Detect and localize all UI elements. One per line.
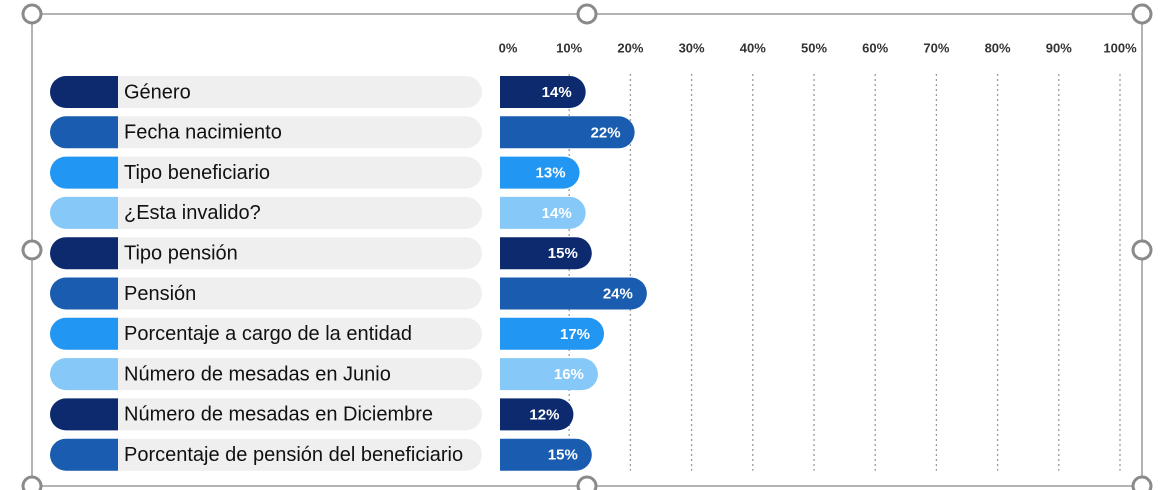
x-tick-label: 40% [740,40,766,55]
label-swatch [50,277,118,310]
handle[interactable] [21,239,43,261]
bar [500,277,647,310]
handle[interactable] [576,475,598,490]
label-swatch [50,156,118,189]
value-label: 22% [591,124,621,141]
label-pill [50,317,482,350]
x-tick-label: 30% [679,40,705,55]
label-swatch [50,317,118,350]
handle[interactable] [1131,239,1153,261]
label-swatch [50,196,118,229]
bar [500,156,580,189]
label-pill [50,358,482,391]
bar [500,438,592,471]
value-label: 12% [529,406,559,423]
label-swatch [50,76,118,108]
label-pill [50,277,482,310]
x-tick-label: 100% [1103,40,1137,55]
x-tick-label: 20% [617,40,643,55]
value-label: 24% [603,285,633,302]
handle[interactable] [1131,475,1153,490]
label-pill [50,196,482,229]
label-swatch [50,116,118,149]
value-label: 15% [548,447,578,464]
x-tick-label: 70% [923,40,949,55]
x-tick-label: 50% [801,40,827,55]
label-pill [50,237,482,270]
value-label: 13% [536,165,566,182]
category-label: Fecha nacimiento [124,122,282,144]
label-swatch [50,438,118,471]
category-label: Tipo pensión [124,242,238,264]
x-tick-label: 0% [499,40,518,55]
handle[interactable] [1131,3,1153,25]
category-label: Género [124,81,191,103]
bar [500,237,592,270]
value-label: 17% [560,326,590,343]
value-label: 14% [542,205,572,222]
bar [500,196,586,229]
category-label: Porcentaje de pensión del beneficiario [124,444,463,466]
label-swatch [50,398,118,431]
label-pill [50,398,482,431]
bar [500,317,605,350]
x-tick-label: 60% [862,40,888,55]
category-label: Porcentaje a cargo de la entidad [124,323,412,345]
chart: 0% 10% 20% 30% 40% 50% 60% 70% 80% 90% 100% Género 1… [49,40,1137,471]
x-tick-label: 90% [1046,40,1072,55]
handle[interactable] [21,475,43,490]
label-pill [50,438,482,471]
category-label: Tipo beneficiario [124,162,270,184]
bar [500,358,598,391]
category-label: ¿Esta invalido? [124,202,261,224]
selection-handles [21,3,1153,490]
handle[interactable] [21,3,43,25]
label-pill [50,156,482,189]
value-label: 14% [542,84,572,101]
value-label: 16% [554,366,584,383]
x-tick-label: 80% [985,40,1011,55]
category-label: Número de mesadas en Junio [124,363,391,385]
handle[interactable] [576,3,598,25]
bar [500,116,635,149]
label-pill [50,116,482,149]
bar [500,398,574,431]
value-label: 15% [548,245,578,262]
bar [500,76,586,108]
label-swatch [49,237,118,270]
x-tick-label: 10% [556,40,582,55]
label-pill [50,76,482,108]
category-label: Pensión [124,283,196,305]
label-swatch [50,358,118,391]
category-label: Número de mesadas en Diciembre [124,404,433,426]
